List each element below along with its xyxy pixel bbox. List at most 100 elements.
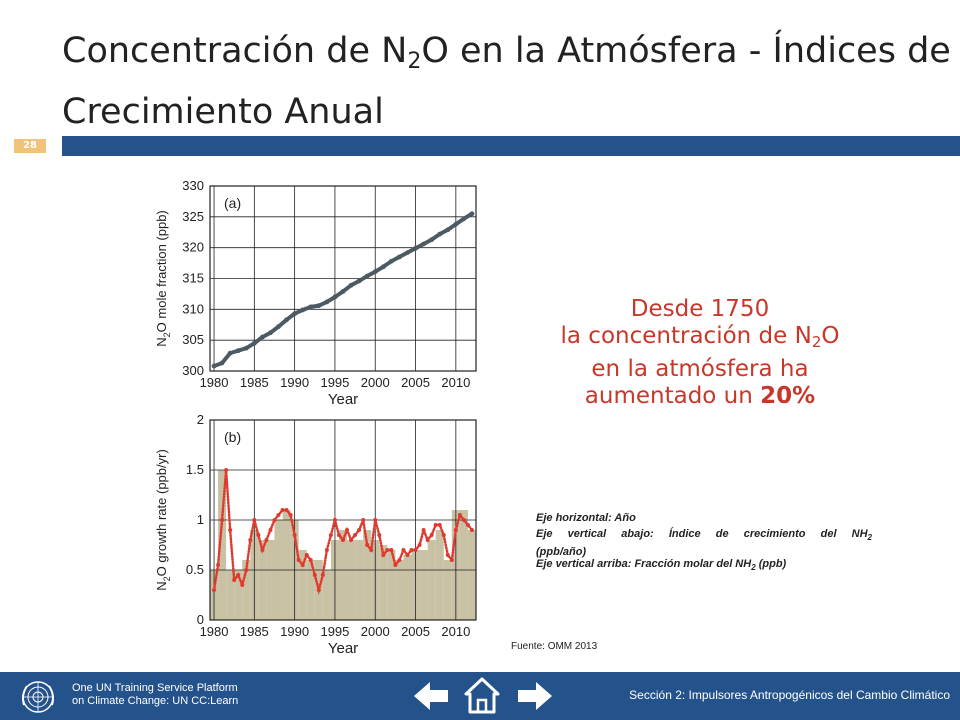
bottom-data-point xyxy=(397,558,402,562)
top-data-point xyxy=(429,237,435,243)
highlight-text: Desde 1750 la concentración de N2O en la… xyxy=(520,296,880,410)
bottom-bar xyxy=(322,570,331,620)
top-data-point xyxy=(421,241,427,247)
bottom-x-tick-label: 2000 xyxy=(361,624,390,639)
top-data-point xyxy=(324,299,330,305)
section-label: Sección 2: Impulsores Antropogénicos del… xyxy=(629,688,950,702)
bottom-panel-label: (b) xyxy=(224,429,241,445)
top-data-point xyxy=(364,273,370,279)
top-x-tick-label: 2005 xyxy=(401,375,430,390)
bottom-data-point xyxy=(353,533,358,537)
top-data-point xyxy=(276,324,281,329)
top-data-point xyxy=(348,282,354,288)
bottom-data-point xyxy=(369,548,374,552)
bottom-data-point xyxy=(304,553,309,557)
top-data-point xyxy=(251,340,257,346)
footer-bar: One UN Training Service Platform on Clim… xyxy=(0,672,960,720)
bottom-data-point xyxy=(268,528,273,532)
bottom-bar xyxy=(435,530,444,620)
bottom-bar xyxy=(218,470,227,620)
bottom-data-point xyxy=(228,528,233,532)
bottom-data-point xyxy=(461,518,466,522)
arrow-left-icon[interactable] xyxy=(410,676,454,716)
bottom-bar xyxy=(395,560,404,620)
bottom-data-point xyxy=(469,528,474,532)
top-data-point xyxy=(211,363,217,369)
bottom-data-point xyxy=(365,543,370,547)
note-vertical-top: Eje vertical arriba: Fracción molar del … xyxy=(536,558,787,573)
bottom-plot-frame xyxy=(209,419,477,621)
charts-svg: 1980 1985 1990 1995 2000 2005 2010 300 305 310 315… xyxy=(154,178,477,657)
bottom-bar xyxy=(443,560,452,620)
bottom-bar xyxy=(355,540,364,620)
bottom-data-point xyxy=(357,528,362,532)
top-data-point xyxy=(300,307,306,313)
bottom-bar xyxy=(258,540,267,620)
top-data-point xyxy=(413,245,418,251)
top-x-tick-label: 1980 xyxy=(200,375,229,390)
bottom-data-point xyxy=(341,538,345,542)
highlight-line-3: en la atmósfera ha xyxy=(591,356,809,382)
bottom-data-point xyxy=(316,588,321,592)
bottom-data-point xyxy=(457,513,462,517)
note-horizontal-axis: Eje horizontal: Año xyxy=(536,512,636,524)
bottom-data-point xyxy=(276,513,281,517)
bottom-data-point xyxy=(240,583,245,587)
top-x-tick-label: 1995 xyxy=(320,375,349,390)
bottom-data-point xyxy=(437,523,442,527)
bottom-data-point xyxy=(320,573,325,577)
top-x-tick-label: 2000 xyxy=(361,375,390,390)
bottom-data-point xyxy=(324,548,329,552)
top-data-point xyxy=(380,264,386,270)
bottom-data-point xyxy=(417,543,422,547)
bottom-x-tick-label: 1995 xyxy=(320,624,349,639)
bottom-data-point xyxy=(288,513,293,517)
bottom-data-point xyxy=(453,528,458,532)
bottom-x-axis-label: Year xyxy=(328,640,358,657)
bottom-x-tick-label: 1990 xyxy=(280,624,309,639)
top-data-point xyxy=(243,345,249,351)
bottom-bar xyxy=(419,550,428,620)
bottom-data-point xyxy=(401,548,406,552)
bottom-bar xyxy=(403,555,412,620)
top-y-tick-label: 325 xyxy=(182,209,204,224)
bottom-data-point xyxy=(224,468,229,472)
bottom-x-tick-label: 2010 xyxy=(441,624,470,639)
top-y-tick-label: 305 xyxy=(182,332,204,347)
bottom-data-point xyxy=(421,528,426,532)
bottom-data-point xyxy=(328,533,333,537)
top-data-point xyxy=(268,330,273,336)
bottom-x-tick-label: 1985 xyxy=(240,624,269,639)
bottom-y-tick-label: 0 xyxy=(197,612,204,627)
top-data-point xyxy=(356,278,362,284)
top-x-tick-label: 1990 xyxy=(280,375,309,390)
bottom-bar xyxy=(363,530,372,620)
top-data-point xyxy=(469,211,475,217)
bottom-bar xyxy=(226,570,235,620)
home-icon[interactable] xyxy=(460,676,504,716)
arrow-right-icon[interactable] xyxy=(512,676,556,716)
bottom-data-point xyxy=(429,533,434,537)
bottom-bar xyxy=(387,550,396,620)
axis-notes: Eje horizontal: Año Eje vertical abajo: … xyxy=(536,510,872,576)
slide-number: 28 xyxy=(14,139,46,153)
bottom-data-point xyxy=(232,578,237,582)
charts-container: 1980 1985 1990 1995 2000 2005 2010 300 305 310 315… xyxy=(130,170,490,669)
bottom-data-point xyxy=(248,538,253,542)
bottom-data-point xyxy=(264,538,269,542)
bottom-bar xyxy=(242,560,251,620)
un-emblem-icon xyxy=(22,681,54,713)
top-y-axis-label: N2O mole fraction (ppb) xyxy=(154,210,172,347)
bottom-data-point xyxy=(332,518,337,522)
bottom-bar xyxy=(459,510,468,620)
bottom-bar xyxy=(347,540,356,620)
bottom-data-point xyxy=(389,548,394,552)
note-vertical-bottom: Eje vertical abajo: Índice de crecimient… xyxy=(536,528,872,543)
top-data-point xyxy=(461,216,467,222)
bottom-data-point xyxy=(260,548,265,552)
top-data-point xyxy=(445,227,451,233)
bottom-data-point xyxy=(300,563,305,567)
bottom-bar xyxy=(427,540,436,620)
bottom-data-point xyxy=(445,553,450,557)
bottom-data-point xyxy=(393,563,398,567)
